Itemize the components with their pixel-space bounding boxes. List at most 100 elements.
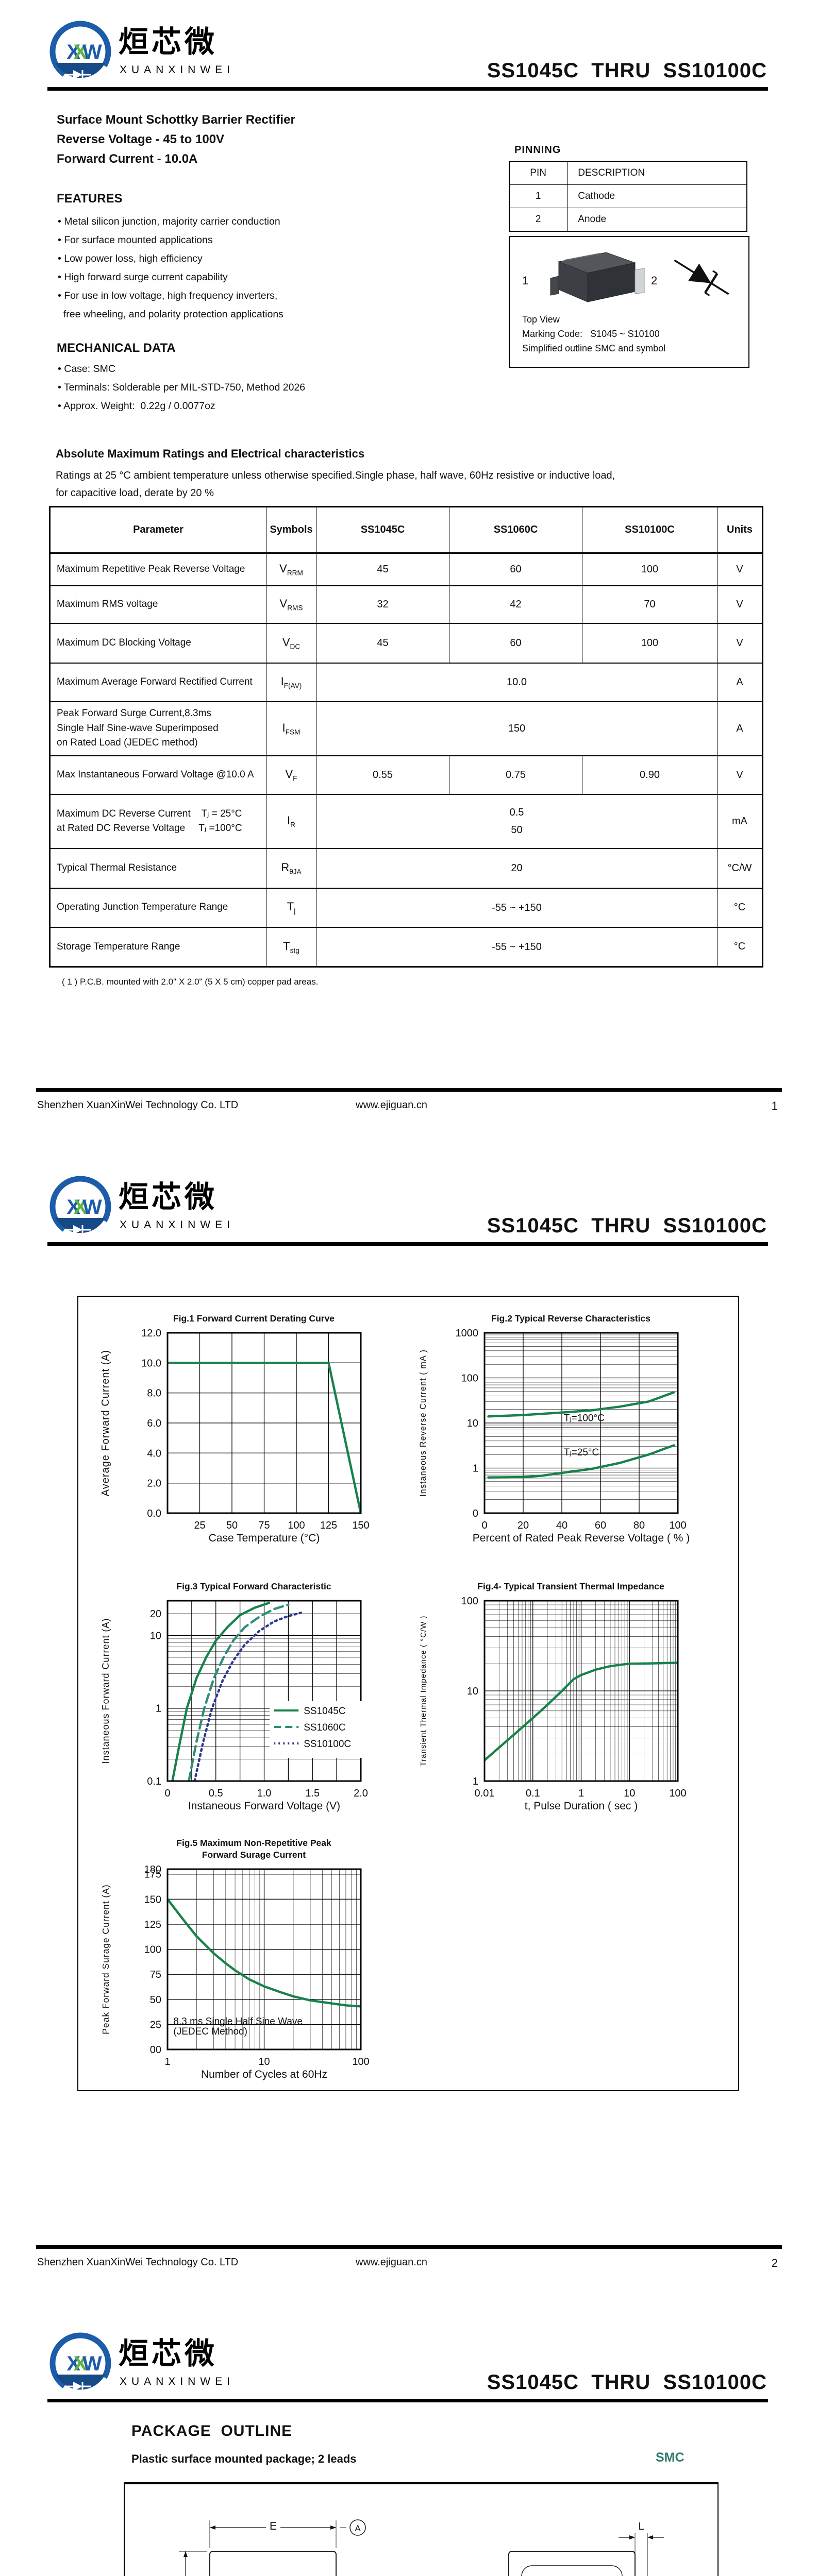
package-symbol-box: 1 2 Top View Marking Code: S1045 ~ S1010… — [509, 236, 749, 368]
svg-text:20: 20 — [517, 1520, 529, 1531]
svg-text:A: A — [355, 2523, 361, 2533]
fig5-peak-forward-surge-current-chart: Fig.5 Maximum Non-Repetitive Peak Forward… — [95, 1837, 412, 2084]
fig4-plot: 0.01 0.1 1 10 100 1 10 100 t, Pulse Duration ( s… — [419, 1596, 687, 1812]
svg-text:0.01: 0.01 — [475, 1788, 495, 1799]
logo-icon: XXW — [49, 1176, 111, 1238]
fig3-typical-forward-characteristic-chart: Fig.3 Typical Forward Characteristic 0 0.5… — [95, 1581, 412, 1816]
svg-text:t, Pulse Duration ( sec ): t, Pulse Duration ( sec ) — [525, 1800, 638, 1812]
svg-text:150: 150 — [352, 1520, 369, 1531]
unit-cell: A — [717, 662, 763, 702]
svg-text:0.1: 0.1 — [147, 1776, 161, 1787]
product-headline: Surface Mount Schottky Barrier Rectifier… — [57, 110, 295, 169]
fig4-title: Fig.4- Typical Transient Thermal Impedan… — [477, 1581, 664, 1591]
svg-text:Tⱼ=25°C: Tⱼ=25°C — [564, 1447, 599, 1458]
ratings-row: Typical Thermal Resistance RθJA 20 °C/W — [49, 848, 763, 889]
unit-cell: A — [717, 701, 763, 756]
fig1-title: Fig.1 Forward Current Derating Curve — [173, 1313, 335, 1324]
svg-text:SS10100C: SS10100C — [304, 1739, 351, 1750]
value-cell: 100 — [582, 552, 717, 586]
pinning-table: PIN DESCRIPTION 1 Cathode 2 Anode — [509, 161, 747, 232]
package-outline-drawing-box: EADbLAA1CE1≡V ⓂA — [124, 2482, 719, 2576]
headline-line: Surface Mount Schottky Barrier Rectifier — [57, 113, 295, 127]
brand-chinese: 烜芯微 — [119, 25, 218, 59]
svg-text:W: W — [82, 2352, 102, 2375]
footer-website[interactable]: www.ejiguan.cn — [356, 2257, 427, 2268]
svg-text:10: 10 — [150, 1630, 161, 1641]
symbol-cell: IF(AV) — [266, 662, 316, 702]
svg-text:100: 100 — [461, 1373, 478, 1384]
list-item: • For surface mounted applications — [58, 234, 213, 246]
svg-text:X: X — [66, 1196, 80, 1218]
pinning-header: PIN — [509, 161, 568, 185]
package-outline-subtitle: Plastic surface mounted package; 2 leads — [131, 2452, 357, 2465]
symbol-cell: Tstg — [266, 926, 316, 968]
parameter-cell: Operating Junction Temperature Range — [49, 887, 266, 928]
svg-text:150: 150 — [144, 1894, 161, 1905]
svg-text:50: 50 — [150, 1994, 161, 2006]
unit-cell: V — [717, 585, 763, 624]
ratings-header: Parameter — [49, 506, 266, 554]
footer-rule — [36, 1088, 782, 1092]
footer-website[interactable]: www.ejiguan.cn — [356, 1099, 427, 1111]
svg-text:X: X — [74, 2352, 88, 2375]
ratings-row: Maximum DC Reverse Current Tⱼ = 25°C at R… — [49, 793, 763, 849]
fig2-title: Fig.2 Typical Reverse Characteristics — [491, 1313, 650, 1324]
svg-text:80: 80 — [633, 1520, 645, 1531]
ratings-heading: Absolute Maximum Ratings and Electrical … — [56, 447, 365, 460]
pinning-cell: 2 — [509, 208, 568, 232]
fig3-plot: 0 0.5 1.0 1.5 2.0 20 10 1 0.1 Instaneous Forward … — [101, 1600, 368, 1812]
fig4-transient-thermal-impedance-chart: Fig.4- Typical Transient Thermal Impedan… — [412, 1581, 729, 1816]
page-number: 2 — [771, 2257, 778, 2269]
page-title: SS1045C THRU SS10100C — [487, 1214, 767, 1237]
svg-text:W: W — [82, 41, 102, 63]
unit-cell: °C — [717, 887, 763, 928]
svg-text:0: 0 — [473, 1508, 478, 1519]
features-list: • Metal silicon junction, majority carri… — [58, 212, 283, 324]
page-title: SS1045C THRU SS10100C — [487, 2371, 767, 2394]
footer-company: Shenzhen XuanXinWei Technology Co. LTD — [37, 2257, 239, 2268]
unit-cell: V — [717, 622, 763, 664]
svg-text:6.0: 6.0 — [147, 1418, 161, 1429]
package-outline-drawing: EADbLAA1CE1≡V ⓂA — [179, 2519, 664, 2576]
value-cell: 0.75 — [449, 755, 582, 795]
pinning-cell: Cathode — [567, 184, 747, 208]
symbol-cell: VRRM — [266, 552, 316, 586]
svg-text:8.0: 8.0 — [147, 1388, 161, 1399]
ratings-note: Ratings at 25 °C ambient temperature unl… — [56, 470, 615, 499]
figures-box — [77, 1296, 739, 2091]
svg-text:SS1060C: SS1060C — [304, 1722, 345, 1733]
ratings-row: Storage Temperature Range Tstg -55 ~ +150 °… — [49, 926, 763, 968]
unit-cell: °C/W — [717, 848, 763, 889]
unit-cell: mA — [717, 793, 763, 849]
svg-text:75: 75 — [258, 1520, 270, 1531]
page-number: 1 — [771, 1099, 778, 1112]
brand-english: XUANXINWEI — [120, 2376, 235, 2387]
value-cell: -55 ~ +150 — [316, 887, 717, 928]
svg-text:125: 125 — [144, 1919, 161, 1930]
svg-text:1000: 1000 — [456, 1328, 479, 1339]
header-rule — [47, 1242, 768, 1246]
fig1-forward-current-derating-chart: Fig.1 Forward Current Derating Curve 25 50… — [95, 1313, 412, 1548]
svg-text:100: 100 — [669, 1520, 686, 1531]
pkg-caption-2: Marking Code: S1045 ~ S10100 — [522, 329, 660, 339]
svg-text:SS1045C: SS1045C — [304, 1706, 345, 1717]
svg-text:Number of Cycles at 60Hz: Number of Cycles at 60Hz — [201, 2069, 327, 2080]
pkg-caption-1: Top View — [522, 314, 560, 325]
svg-text:L: L — [638, 2521, 644, 2532]
svg-text:100: 100 — [144, 1944, 161, 1956]
svg-text:25: 25 — [150, 2019, 161, 2030]
svg-text:75: 75 — [150, 1969, 161, 1980]
ratings-header: SS1060C — [449, 506, 582, 554]
svg-text:2.0: 2.0 — [354, 1788, 368, 1799]
schottky-diode-symbol-icon — [674, 259, 729, 296]
ratings-row: Maximum RMS voltage VRMS 32 42 70 V — [49, 585, 763, 624]
svg-text:Tⱼ=100°C: Tⱼ=100°C — [564, 1413, 605, 1423]
value-cell: 0.55 — [316, 755, 449, 795]
svg-text:50: 50 — [226, 1520, 238, 1531]
fig2-typical-reverse-characteristics-chart: Fig.2 Typical Reverse Characteristics 0 20… — [412, 1313, 729, 1548]
symbol-cell: IR — [266, 793, 316, 849]
